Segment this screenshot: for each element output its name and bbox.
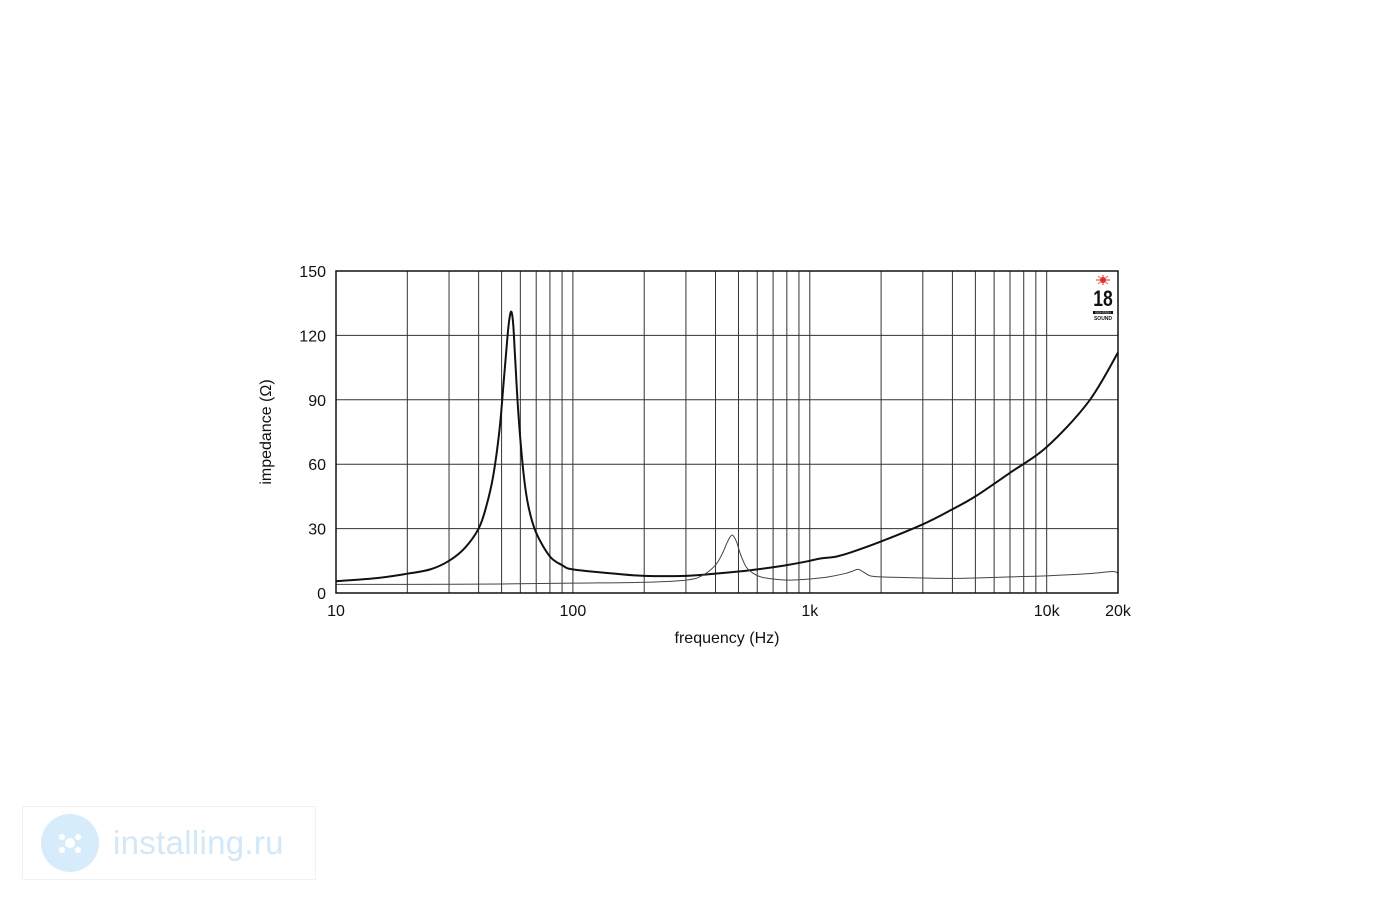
starburst-icon: [1096, 275, 1110, 285]
watermark-text: installing.ru: [113, 824, 284, 861]
watermark: installing.ru: [22, 806, 316, 880]
x-tick-label: 10k: [1034, 603, 1061, 620]
y-tick-label: 120: [299, 328, 326, 345]
impedance-curve-secondary: [335, 534, 1119, 585]
impedance-curve-main: [335, 310, 1119, 583]
plot-frame: [335, 270, 1119, 594]
logo-caption-bottom: SOUND: [1094, 316, 1112, 322]
y-tick-labels: 0 30 60 90 120 150: [299, 264, 326, 603]
x-axis-label: frequency (Hz): [675, 630, 780, 647]
series-layer: [335, 310, 1119, 585]
y-tick-label: 30: [308, 522, 326, 539]
x-tick-label: 20k: [1105, 603, 1132, 620]
y-tick-label: 60: [308, 457, 326, 474]
grid: [336, 271, 1118, 593]
logo-caption-top: EIGHTEEN: [1095, 311, 1110, 315]
x-tick-label: 10: [327, 603, 345, 620]
x-tick-labels: 10 100 1k 10k 20k: [327, 603, 1132, 620]
x-tick-label: 1k: [801, 603, 819, 620]
y-axis-label: impedance (Ω): [258, 379, 275, 484]
y-tick-label: 0: [317, 586, 326, 603]
leaf-circle-icon: [41, 814, 99, 872]
logo-number: 18: [1093, 287, 1113, 311]
x-tick-label: 100: [560, 603, 587, 620]
y-tick-label: 150: [299, 264, 326, 281]
brand-logo: 18 EIGHTEEN SOUND: [1093, 275, 1113, 322]
y-tick-label: 90: [308, 393, 326, 410]
